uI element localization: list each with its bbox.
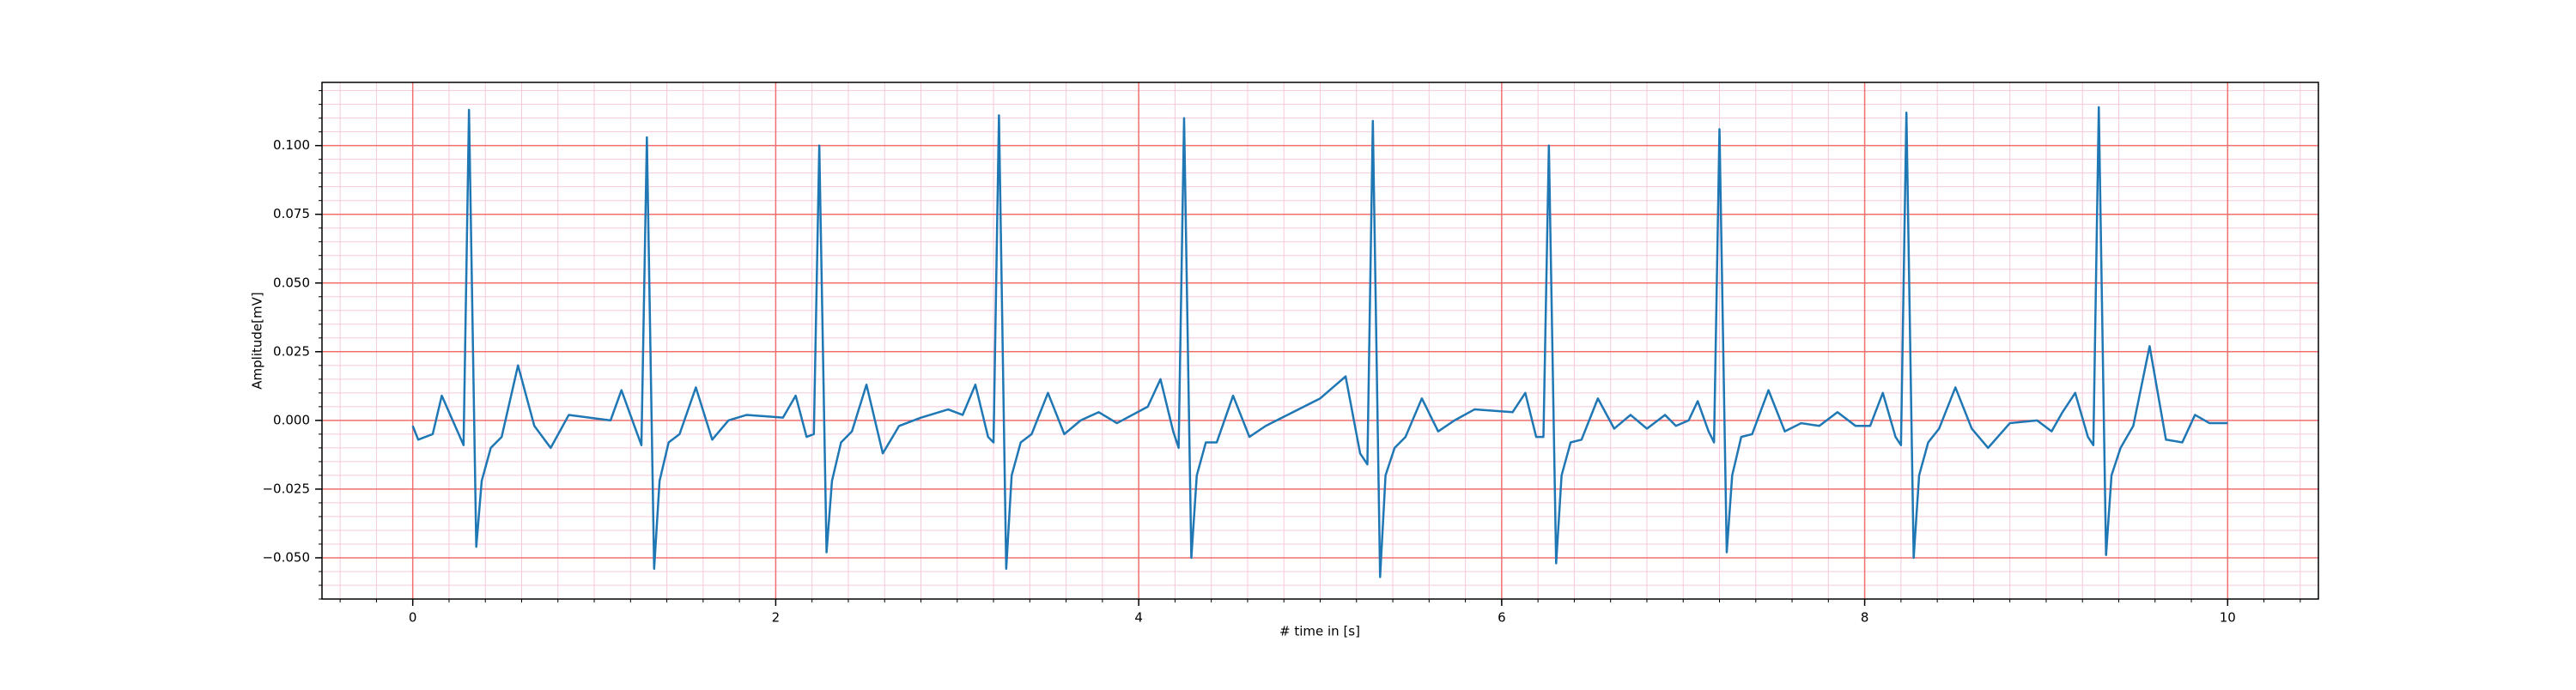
x-axis-label: # time in [s] — [1279, 624, 1360, 639]
y-tick-label: −0.025 — [262, 481, 310, 496]
plot-frame — [321, 82, 2319, 600]
x-tick-label: 0 — [409, 610, 417, 626]
x-tick-label: 6 — [1498, 610, 1506, 626]
y-axis-label: Amplitude[mV] — [250, 292, 265, 389]
y-tick-label: 0.025 — [273, 343, 310, 359]
y-tick-label: 0.075 — [273, 206, 310, 221]
y-tick-label: 0.050 — [273, 275, 310, 290]
x-tick-label: 4 — [1134, 610, 1143, 626]
y-tick-label: −0.050 — [262, 549, 310, 565]
y-tick-label: 0.000 — [273, 412, 310, 427]
x-tick-label: 10 — [2220, 610, 2236, 626]
x-tick-label: 2 — [772, 610, 781, 626]
ecg-line — [411, 106, 2228, 578]
x-tick-label: 8 — [1861, 610, 1869, 626]
y-tick-label: 0.100 — [273, 137, 310, 153]
